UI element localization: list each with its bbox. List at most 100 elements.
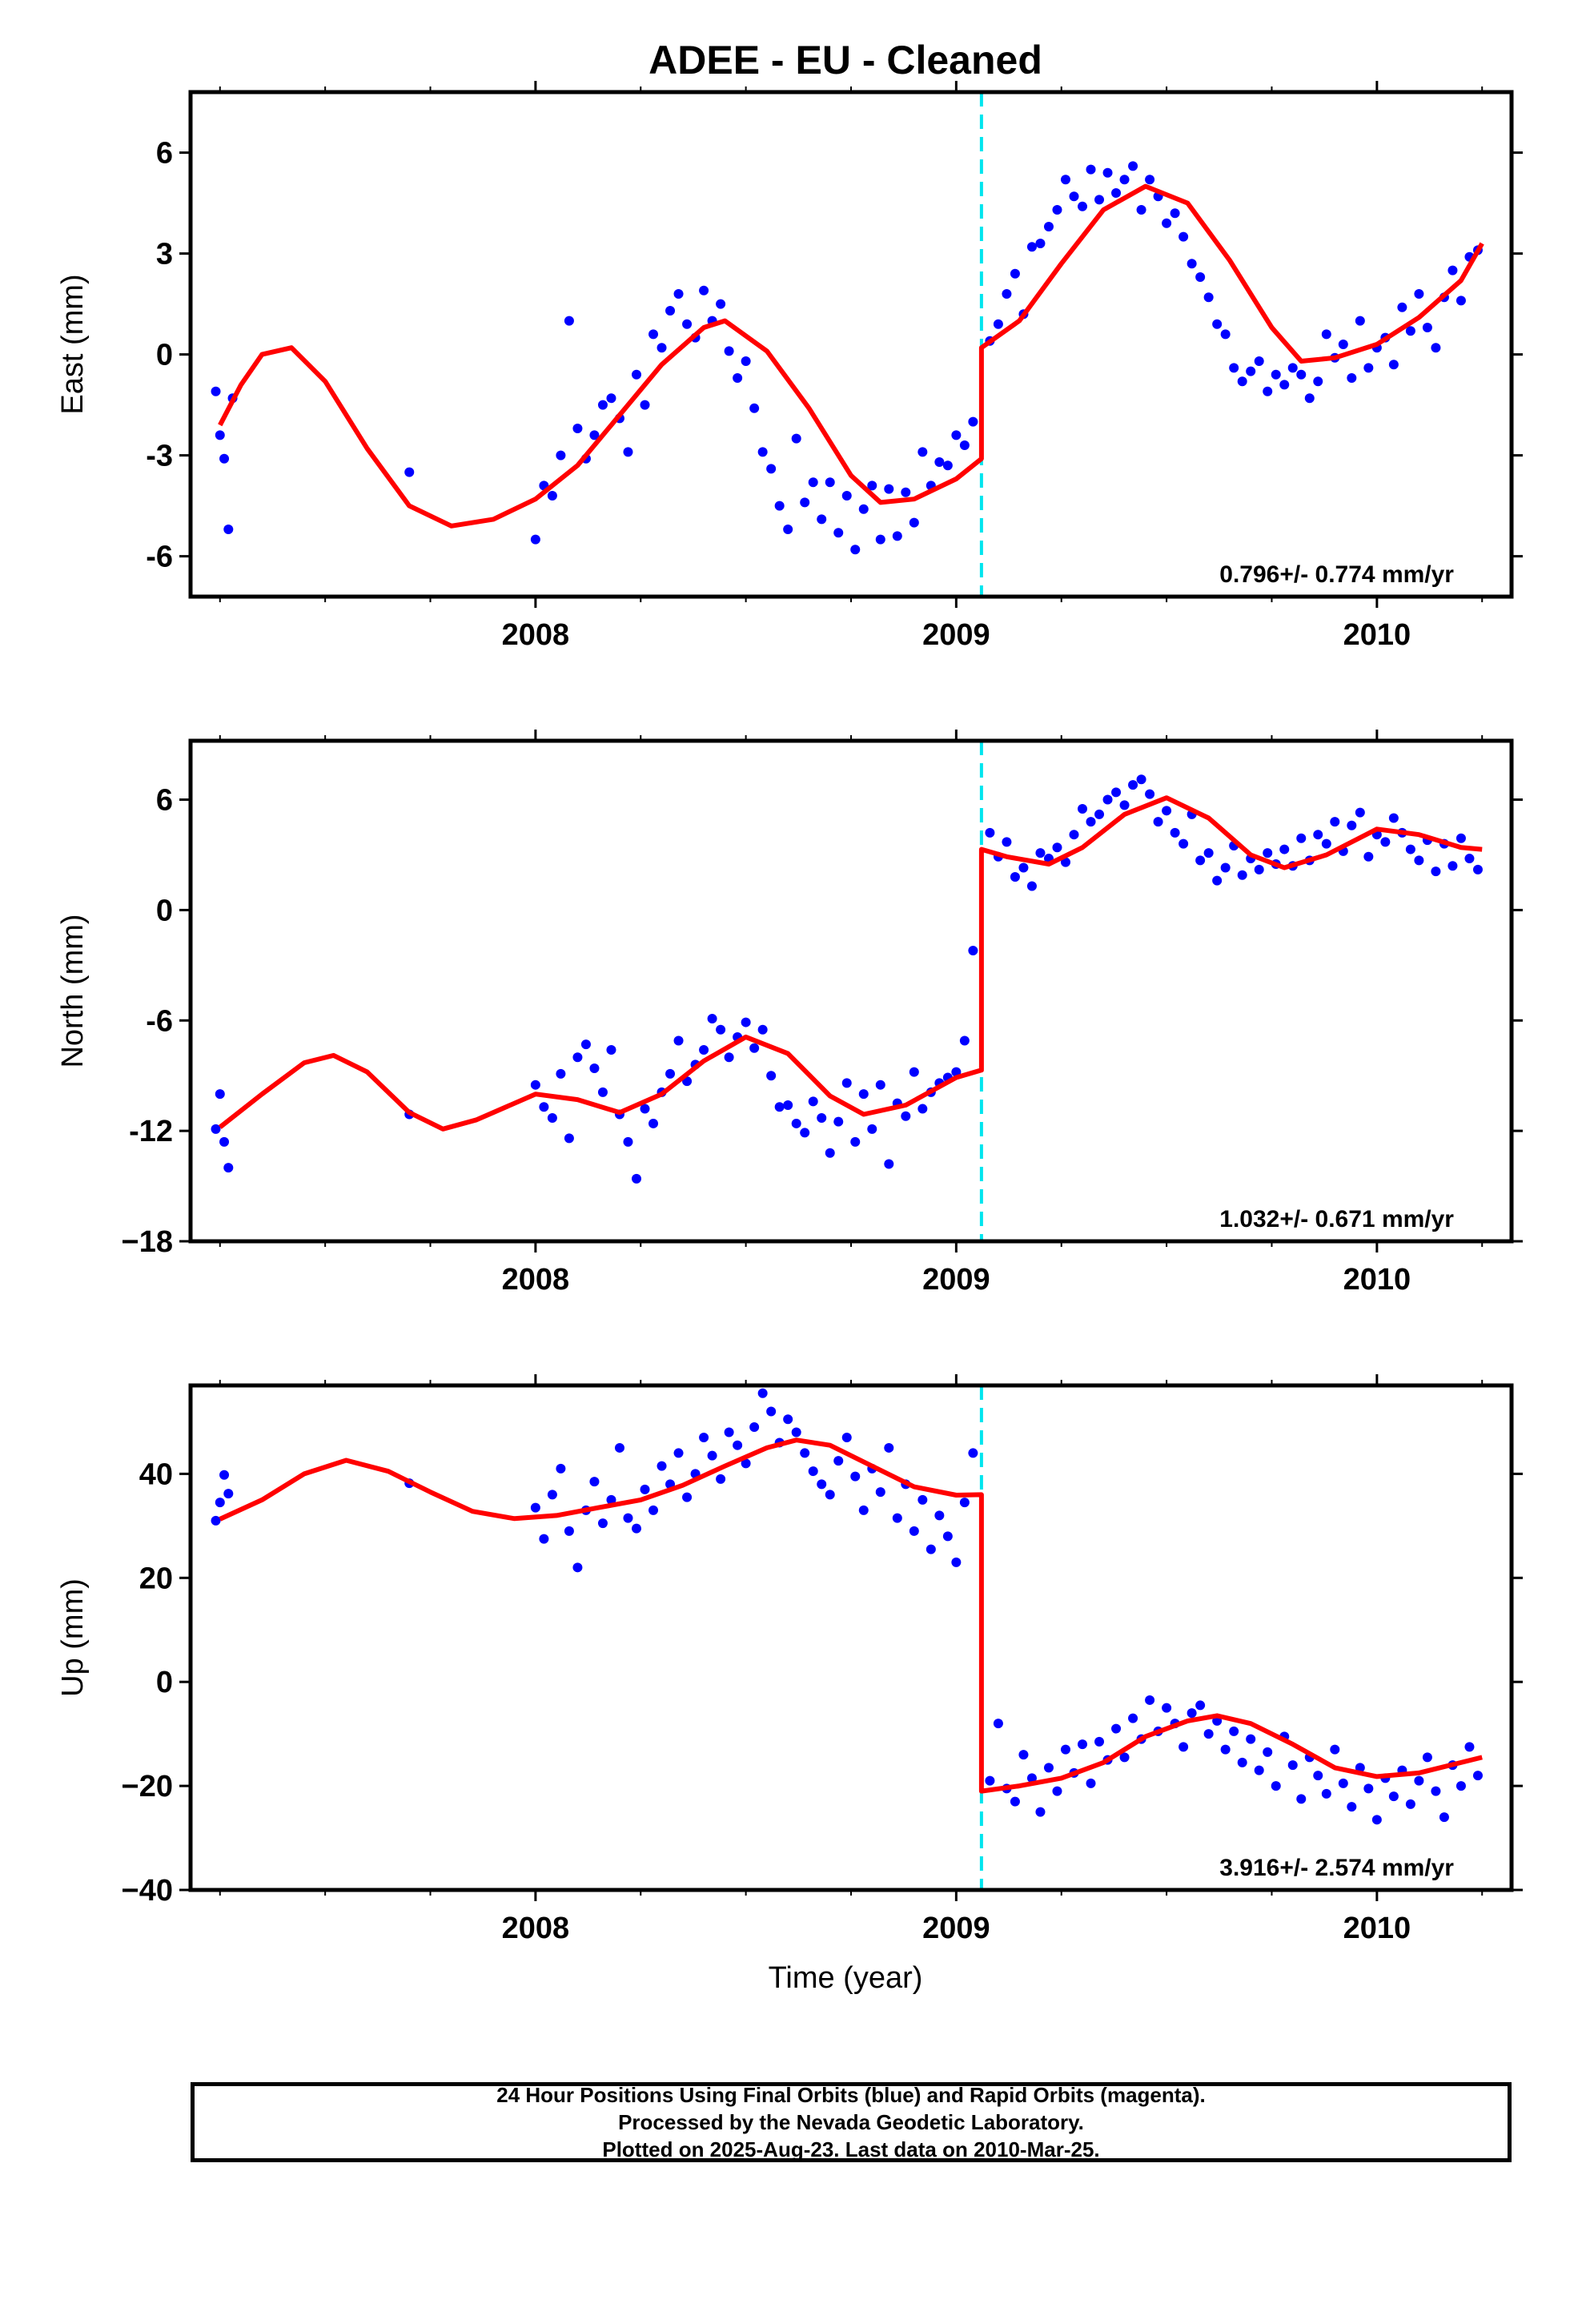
north-data-point [1035, 848, 1046, 858]
north-data-point [808, 1096, 818, 1107]
east-data-point [606, 393, 616, 404]
east-data-point [968, 416, 978, 427]
up-data-point [800, 1448, 810, 1458]
north-data-point [716, 1024, 726, 1035]
north-data-point [749, 1043, 760, 1053]
up-data-point [1263, 1747, 1273, 1757]
up-data-point [1254, 1765, 1264, 1775]
up-data-point [716, 1474, 726, 1484]
north-data-point [1010, 872, 1020, 883]
up-data-point [1052, 1786, 1062, 1796]
east-data-point [1035, 239, 1046, 248]
east-data-point [741, 356, 751, 366]
north-data-point [1347, 820, 1357, 830]
east-data-point [901, 487, 911, 497]
east-data-point [1060, 175, 1070, 185]
east-data-point [892, 531, 902, 541]
east-data-point [1405, 326, 1415, 336]
north-data-point [1195, 855, 1206, 866]
up-data-point [648, 1505, 659, 1515]
east-data-point [699, 285, 709, 296]
north-model-curve [218, 795, 1483, 1132]
up-data-point [1271, 1781, 1281, 1791]
east-y-tick-label: 3 [156, 238, 173, 271]
north-data-point [1119, 800, 1130, 810]
north-x-tick-label-2009: 2009 [922, 1263, 990, 1297]
north-data-point [741, 1017, 751, 1027]
north-data-point [572, 1052, 583, 1063]
east-data-point [1431, 343, 1441, 353]
north-data-point [1456, 833, 1466, 843]
footer-line-1: 24 Hour Positions Using Final Orbits (bl… [496, 2083, 1206, 2107]
up-data-point [1220, 1744, 1231, 1755]
up-data-point [211, 1515, 221, 1526]
east-data-point [1162, 218, 1172, 228]
north-data-point [850, 1136, 861, 1147]
north-data-point [724, 1052, 734, 1063]
north-data-point [1321, 838, 1331, 849]
up-data-point [1363, 1783, 1374, 1794]
east-y-axis-label: East (mm) [56, 274, 90, 414]
north-data-point [968, 945, 978, 955]
north-data-point [665, 1068, 676, 1079]
east-data-point [1086, 164, 1096, 175]
north-data-point [580, 1039, 591, 1050]
north-panel: 2008 2009 2010 −18 -12 -6 0 6 North (mm) 1.032+/-… [56, 730, 1523, 1297]
up-data-point [572, 1562, 583, 1573]
up-data-point [951, 1557, 962, 1567]
east-data-point [1296, 369, 1307, 380]
east-data-point [1414, 289, 1424, 299]
north-data-point [791, 1118, 801, 1128]
east-x-tick-label-2008: 2008 [502, 618, 570, 652]
east-data-point [1195, 272, 1206, 282]
east-data-point [791, 433, 801, 444]
east-model-curve [218, 183, 1484, 529]
up-data-point [632, 1523, 642, 1534]
up-data-point [1018, 1750, 1029, 1760]
up-data-point [589, 1477, 600, 1487]
up-data-point [1422, 1752, 1432, 1763]
up-data-point [606, 1494, 616, 1505]
east-data-point [656, 343, 667, 353]
north-data-point [1220, 862, 1231, 873]
north-y-tick-label: 6 [156, 784, 173, 818]
north-data-point [597, 1087, 608, 1097]
north-data-point [1128, 780, 1138, 790]
up-data-point [926, 1544, 936, 1554]
up-data-point [1086, 1778, 1096, 1788]
east-data-point [1304, 393, 1315, 404]
up-data-point [1439, 1812, 1449, 1823]
east-panel: 2008 2009 2010 -6 -3 0 3 6 East (mm) 0.796+/- 0.7… [56, 81, 1523, 652]
up-data-point [682, 1492, 693, 1502]
north-data-point [1472, 864, 1483, 875]
north-data-point [1153, 817, 1163, 827]
up-data-point [733, 1440, 743, 1450]
up-data-point [1203, 1729, 1214, 1739]
north-data-point [1414, 855, 1424, 866]
east-data-point [648, 329, 659, 340]
east-data-point [1254, 356, 1264, 366]
north-data-point [1162, 806, 1172, 816]
north-data-point [1431, 866, 1441, 877]
north-data-point [1464, 854, 1475, 864]
north-data-point [757, 1024, 768, 1035]
north-data-point [817, 1113, 827, 1124]
footer-line-2: Processed by the Nevada Geodetic Laborat… [618, 2110, 1084, 2134]
east-x-tick-label-2009: 2009 [922, 618, 990, 652]
up-y-tick-label: 20 [139, 1562, 173, 1595]
east-data-point [875, 534, 885, 545]
up-data-point [959, 1498, 970, 1508]
up-data-point [825, 1490, 835, 1500]
east-data-point [808, 477, 818, 488]
up-data-point [1388, 1791, 1399, 1802]
up-y-tick-label: 0 [156, 1666, 173, 1699]
north-data-point [673, 1035, 684, 1046]
east-data-point [211, 386, 221, 396]
east-data-point [1321, 329, 1331, 340]
up-data-point [766, 1406, 777, 1417]
up-data-point [1119, 1752, 1130, 1763]
up-data-point [1296, 1794, 1307, 1804]
up-y-tick-label: 40 [139, 1458, 173, 1491]
up-data-point [808, 1466, 818, 1477]
up-data-point [673, 1448, 684, 1458]
